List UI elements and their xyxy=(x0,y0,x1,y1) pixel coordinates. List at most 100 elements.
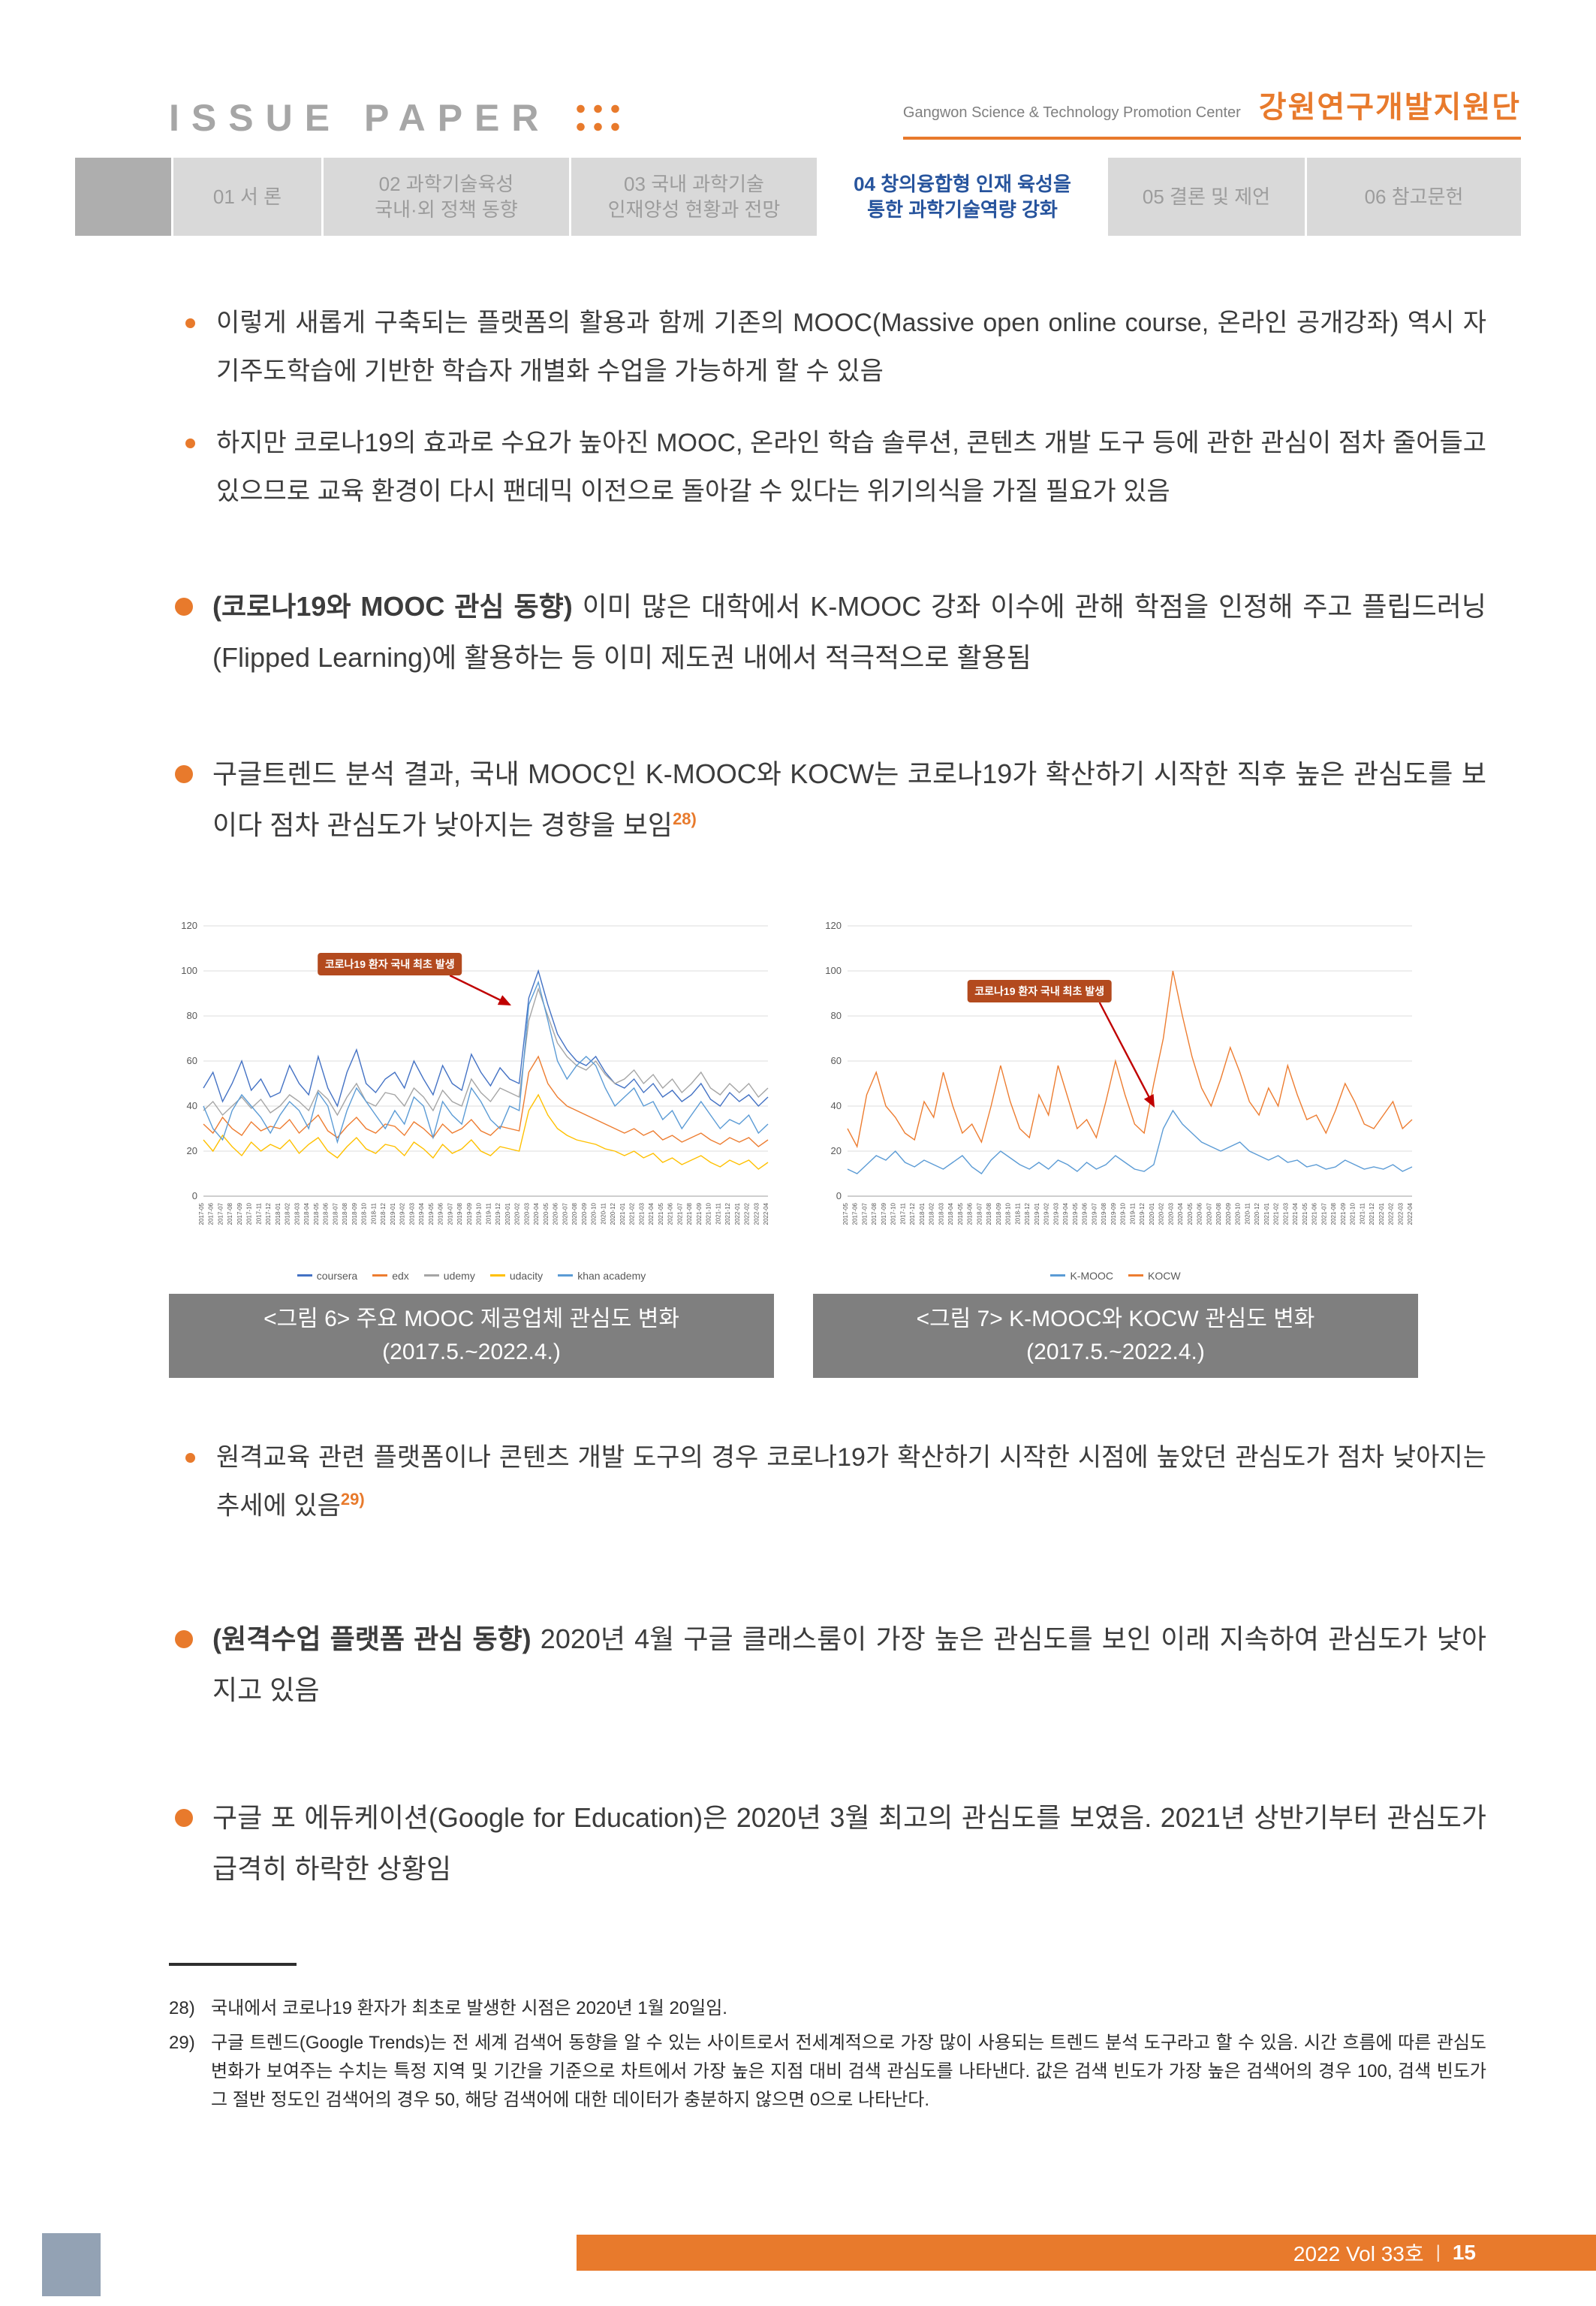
svg-text:2019-03: 2019-03 xyxy=(408,1202,415,1225)
svg-text:2019-02: 2019-02 xyxy=(1043,1202,1050,1225)
bullet-diamond-icon xyxy=(175,1808,193,1827)
svg-text:2021-02: 2021-02 xyxy=(629,1202,636,1225)
svg-text:2019-02: 2019-02 xyxy=(399,1202,406,1225)
svg-text:2017-11: 2017-11 xyxy=(900,1202,907,1224)
svg-text:2019-01: 2019-01 xyxy=(390,1202,396,1225)
svg-text:80: 80 xyxy=(831,1010,842,1021)
svg-text:20: 20 xyxy=(831,1145,842,1156)
svg-text:2019-06: 2019-06 xyxy=(1082,1202,1089,1225)
figure-mooc-providers: 0 20 40 60 80 100 120 2017-05 2017-06 2017-07 2017… xyxy=(169,915,774,1378)
legend-item: edx xyxy=(372,1270,409,1282)
svg-text:2022-01: 2022-01 xyxy=(734,1202,741,1225)
svg-text:2018-12: 2018-12 xyxy=(380,1202,387,1225)
svg-text:80: 80 xyxy=(187,1010,197,1021)
svg-text:2017-06: 2017-06 xyxy=(852,1202,859,1225)
page-content: 이렇게 새롭게 구축되는 플랫폼의 활용과 함께 기존의 MOOC(Massiv… xyxy=(169,302,1486,2115)
svg-text:2020-08: 2020-08 xyxy=(1215,1202,1222,1225)
svg-text:2021-08: 2021-08 xyxy=(686,1202,693,1225)
footnote-number: 28) xyxy=(169,1997,195,2018)
tab-02-policy-trends[interactable]: 02 과학기술육성 국내·외 정책 동향 xyxy=(324,158,571,236)
svg-text:2021-04: 2021-04 xyxy=(1292,1202,1299,1225)
page-header: ISSUE PAPER Gangwon Science & Technology… xyxy=(169,0,1521,140)
svg-text:2020-07: 2020-07 xyxy=(562,1202,568,1225)
svg-text:2020-09: 2020-09 xyxy=(581,1202,588,1225)
header-left: ISSUE PAPER xyxy=(169,96,623,140)
svg-text:2017-06: 2017-06 xyxy=(208,1202,215,1225)
svg-text:2020-11: 2020-11 xyxy=(600,1202,607,1224)
svg-text:2020-10: 2020-10 xyxy=(1235,1202,1242,1225)
footnote-28: 28) 국내에서 코로나19 환자가 최초로 발생한 시점은 2020년 1월 … xyxy=(169,1994,1486,2023)
svg-text:2019-04: 2019-04 xyxy=(418,1202,425,1225)
svg-text:40: 40 xyxy=(831,1100,842,1111)
bullet-dot-icon xyxy=(185,1452,195,1463)
svg-text:2019-03: 2019-03 xyxy=(1052,1202,1059,1225)
svg-text:2022-01: 2022-01 xyxy=(1378,1202,1385,1225)
svg-text:2018-09: 2018-09 xyxy=(351,1202,358,1225)
figure-kmooc-kocw: 0 20 40 60 80 100 120 2017-05 2017-06 2017-07 2017… xyxy=(813,915,1418,1378)
svg-text:2017-08: 2017-08 xyxy=(871,1202,878,1225)
svg-text:2018-04: 2018-04 xyxy=(947,1202,954,1225)
figure6-caption: <그림 6> 주요 MOOC 제공업체 관심도 변화 (2017.5.~2022… xyxy=(169,1293,774,1378)
svg-text:2017-10: 2017-10 xyxy=(890,1202,897,1225)
svg-text:2021-09: 2021-09 xyxy=(696,1202,703,1225)
svg-text:2021-05: 2021-05 xyxy=(658,1202,664,1225)
bullet-remote-education: 원격교육 관련 플랫폼이나 콘텐츠 개발 도구의 경우 코로나19가 확산하기 … xyxy=(169,1436,1486,1527)
bullet-diamond-icon xyxy=(175,764,193,783)
bullet-text: (코로나19와 MOOC 관심 동향) 이미 많은 대학에서 K-MOOC 강좌… xyxy=(212,590,1486,673)
svg-text:2018-06: 2018-06 xyxy=(967,1202,974,1225)
annotation-label: 코로나19 환자 국내 최초 발생 xyxy=(974,985,1104,997)
svg-text:2019-08: 2019-08 xyxy=(1101,1202,1107,1225)
svg-text:2017-08: 2017-08 xyxy=(227,1202,233,1225)
svg-text:2017-07: 2017-07 xyxy=(862,1202,869,1225)
svg-text:2021-02: 2021-02 xyxy=(1273,1202,1280,1225)
figures-row: 0 20 40 60 80 100 120 2017-05 2017-06 2017-07 2017… xyxy=(169,915,1486,1378)
bullet-dot-icon xyxy=(185,439,195,449)
svg-text:2020-04: 2020-04 xyxy=(1177,1202,1184,1225)
svg-text:2021-10: 2021-10 xyxy=(706,1202,712,1225)
svg-text:2017-05: 2017-05 xyxy=(842,1202,849,1225)
bullet-text: 원격교육 관련 플랫폼이나 콘텐츠 개발 도구의 경우 코로나19가 확산하기 … xyxy=(216,1442,1486,1520)
series-khan academy xyxy=(203,980,769,1144)
series-coursera xyxy=(203,969,769,1108)
svg-text:2019-04: 2019-04 xyxy=(1062,1202,1069,1225)
svg-text:2021-06: 2021-06 xyxy=(1311,1202,1318,1225)
tab-03-talent-outlook[interactable]: 03 국내 과학기술 인재양성 현황과 전망 xyxy=(571,158,819,236)
bullet-text: 이렇게 새롭게 구축되는 플랫폼의 활용과 함께 기존의 MOOC(Massiv… xyxy=(216,309,1486,386)
svg-text:2018-12: 2018-12 xyxy=(1024,1202,1031,1225)
svg-text:2019-11: 2019-11 xyxy=(1129,1202,1136,1224)
svg-text:2018-04: 2018-04 xyxy=(303,1202,310,1225)
svg-text:2020-03: 2020-03 xyxy=(523,1202,530,1225)
svg-text:2018-11: 2018-11 xyxy=(1014,1202,1021,1224)
tab-04-creative-talent[interactable]: 04 창의융합형 인재 육성을 통한 과학기술역량 강화 xyxy=(819,158,1108,236)
series-K-MOOC xyxy=(847,1109,1413,1174)
svg-text:2021-11: 2021-11 xyxy=(1359,1202,1366,1224)
bullet-text: (원격수업 플랫폼 관심 동향) 2020년 4월 구글 클래스룸이 가장 높은… xyxy=(212,1623,1486,1705)
tab-06-references[interactable]: 06 참고문헌 xyxy=(1364,185,1464,208)
series-edx xyxy=(203,1055,769,1147)
svg-text:2020-02: 2020-02 xyxy=(1158,1202,1165,1225)
annotation-box xyxy=(967,979,1112,1002)
footnotes: 28) 국내에서 코로나19 환자가 최초로 발생한 시점은 2020년 1월 … xyxy=(169,1994,1486,2115)
svg-text:2018-01: 2018-01 xyxy=(919,1202,926,1225)
series-udacity xyxy=(203,1093,769,1170)
legend-item: udemy xyxy=(423,1270,475,1282)
tab-05-conclusion[interactable]: 05 결론 및 제언 xyxy=(1108,158,1307,236)
svg-text:2021-11: 2021-11 xyxy=(715,1202,721,1224)
svg-text:2019-09: 2019-09 xyxy=(1110,1202,1117,1225)
svg-text:2020-06: 2020-06 xyxy=(553,1202,559,1225)
svg-text:2019-10: 2019-10 xyxy=(476,1202,483,1225)
svg-text:2022-03: 2022-03 xyxy=(1397,1202,1404,1225)
svg-text:40: 40 xyxy=(187,1100,197,1111)
bullet-diamond-icon xyxy=(175,1629,193,1648)
svg-text:2018-07: 2018-07 xyxy=(332,1202,339,1225)
svg-text:2017-12: 2017-12 xyxy=(265,1202,272,1225)
svg-text:120: 120 xyxy=(181,920,197,931)
tab-01-intro[interactable]: 01 서 론 xyxy=(173,158,324,236)
svg-text:2020-05: 2020-05 xyxy=(1187,1202,1194,1225)
svg-text:2019-09: 2019-09 xyxy=(466,1202,473,1225)
org-name-korean: 강원연구개발지원단 xyxy=(1258,91,1521,124)
svg-text:2020-12: 2020-12 xyxy=(1254,1202,1260,1225)
svg-text:2021-05: 2021-05 xyxy=(1302,1202,1308,1225)
svg-text:2020-09: 2020-09 xyxy=(1225,1202,1232,1225)
